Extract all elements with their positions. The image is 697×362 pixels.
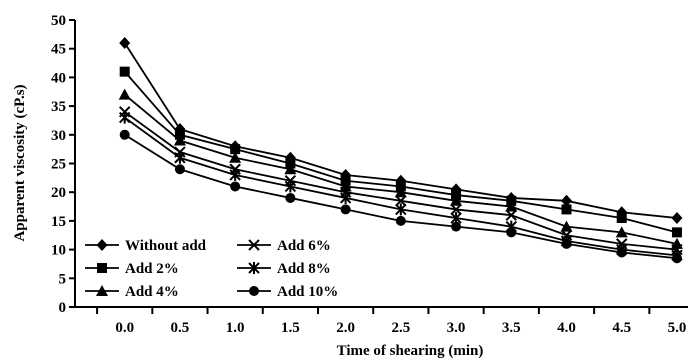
data-point-series-5 [395, 203, 407, 216]
data-point-series-1 [561, 194, 573, 207]
x-tick-label: 1.0 [226, 320, 245, 336]
y-tick-label: 40 [51, 70, 66, 86]
data-point-series-6 [561, 238, 572, 249]
data-point-series-6 [451, 221, 462, 232]
data-point-series-3 [173, 134, 186, 146]
data-point-series-3 [118, 88, 131, 100]
data-point-series-1 [671, 212, 683, 225]
legend-label: Add 6% [277, 238, 331, 254]
data-point-series-6 [285, 192, 296, 203]
data-point-series-6 [616, 247, 627, 258]
y-ticks: 0 5 10 15 20 25 30 35 40 45 50 [51, 13, 75, 316]
x-tick-label: 2.5 [391, 320, 410, 336]
legend-marker [96, 239, 108, 251]
data-point-series-6 [506, 227, 517, 238]
data-point-series-6 [395, 215, 406, 226]
y-tick-label: 45 [51, 42, 66, 58]
data-point-series-5 [229, 168, 241, 181]
data-point-series-6 [230, 181, 241, 192]
y-tick-label: 20 [51, 185, 66, 201]
data-point-series-2 [616, 213, 627, 224]
y-tick-label: 0 [59, 300, 67, 316]
data-point-series-5 [339, 191, 352, 204]
y-tick-label: 10 [51, 243, 66, 259]
data-point-series-3 [560, 220, 573, 232]
y-tick-label: 50 [51, 13, 66, 29]
data-point-series-2 [230, 144, 241, 155]
data-point-series-6 [340, 204, 351, 215]
legend-marker [249, 286, 259, 296]
data-point-series-5 [284, 180, 297, 193]
legend-label: Add 4% [125, 284, 179, 300]
y-tick-label: 5 [59, 271, 67, 287]
data-point-series-3 [284, 163, 297, 175]
legend-marker [97, 263, 107, 273]
legend-label: Add 8% [277, 261, 331, 277]
series-markers [118, 36, 683, 264]
data-point-series-5 [174, 151, 186, 164]
x-tick-label: 0.0 [115, 320, 134, 336]
legend-label: Add 10% [277, 284, 338, 300]
y-tick-label: 35 [51, 99, 66, 115]
legend-marker [248, 239, 260, 251]
data-point-series-4 [505, 209, 517, 221]
y-tick-label: 15 [51, 214, 66, 230]
data-point-series-3 [394, 186, 407, 198]
legend-marker [248, 262, 260, 274]
x-tick-label: 5.0 [668, 320, 687, 336]
data-point-series-1 [119, 36, 131, 49]
legend-marker [96, 285, 108, 296]
data-point-series-3 [229, 151, 242, 163]
data-point-series-6 [119, 129, 130, 140]
data-point-series-6 [671, 253, 682, 264]
x-axis-title: Time of shearing (min) [337, 343, 484, 359]
x-tick-label: 2.0 [336, 320, 355, 336]
series-lines [123, 42, 678, 260]
x-tick-label: 4.5 [612, 320, 631, 336]
data-point-series-3 [450, 194, 463, 206]
x-tick-label: 3.5 [502, 320, 521, 336]
legend-label: Without add [125, 238, 207, 254]
data-point-series-2 [561, 204, 572, 215]
data-point-series-3 [505, 200, 518, 212]
data-point-series-2 [119, 66, 130, 77]
data-point-series-4 [395, 195, 407, 207]
data-point-series-5 [118, 111, 131, 124]
data-point-series-3 [615, 226, 628, 238]
data-point-series-2 [671, 227, 682, 238]
x-tick-label: 1.5 [281, 320, 300, 336]
x-tick-label: 3.0 [447, 320, 466, 336]
y-tick-label: 25 [51, 157, 66, 173]
y-tick-label: 30 [51, 128, 66, 144]
legend: Without add Add 2% Add 4% Add 6% Add 8% Add 1… [85, 238, 338, 300]
x-ticks: 0.0 0.5 1.0 1.5 2.0 2.5 3.0 3.5 4.0 4.5 5.0 [96, 307, 687, 336]
x-tick-label: 0.5 [171, 320, 190, 336]
legend-label: Add 2% [125, 261, 179, 277]
y-axis-title: Apparent viscosity (cP.s) [12, 84, 28, 241]
data-point-series-4 [450, 203, 462, 216]
data-point-series-6 [174, 164, 185, 175]
x-tick-label: 4.0 [557, 320, 576, 336]
